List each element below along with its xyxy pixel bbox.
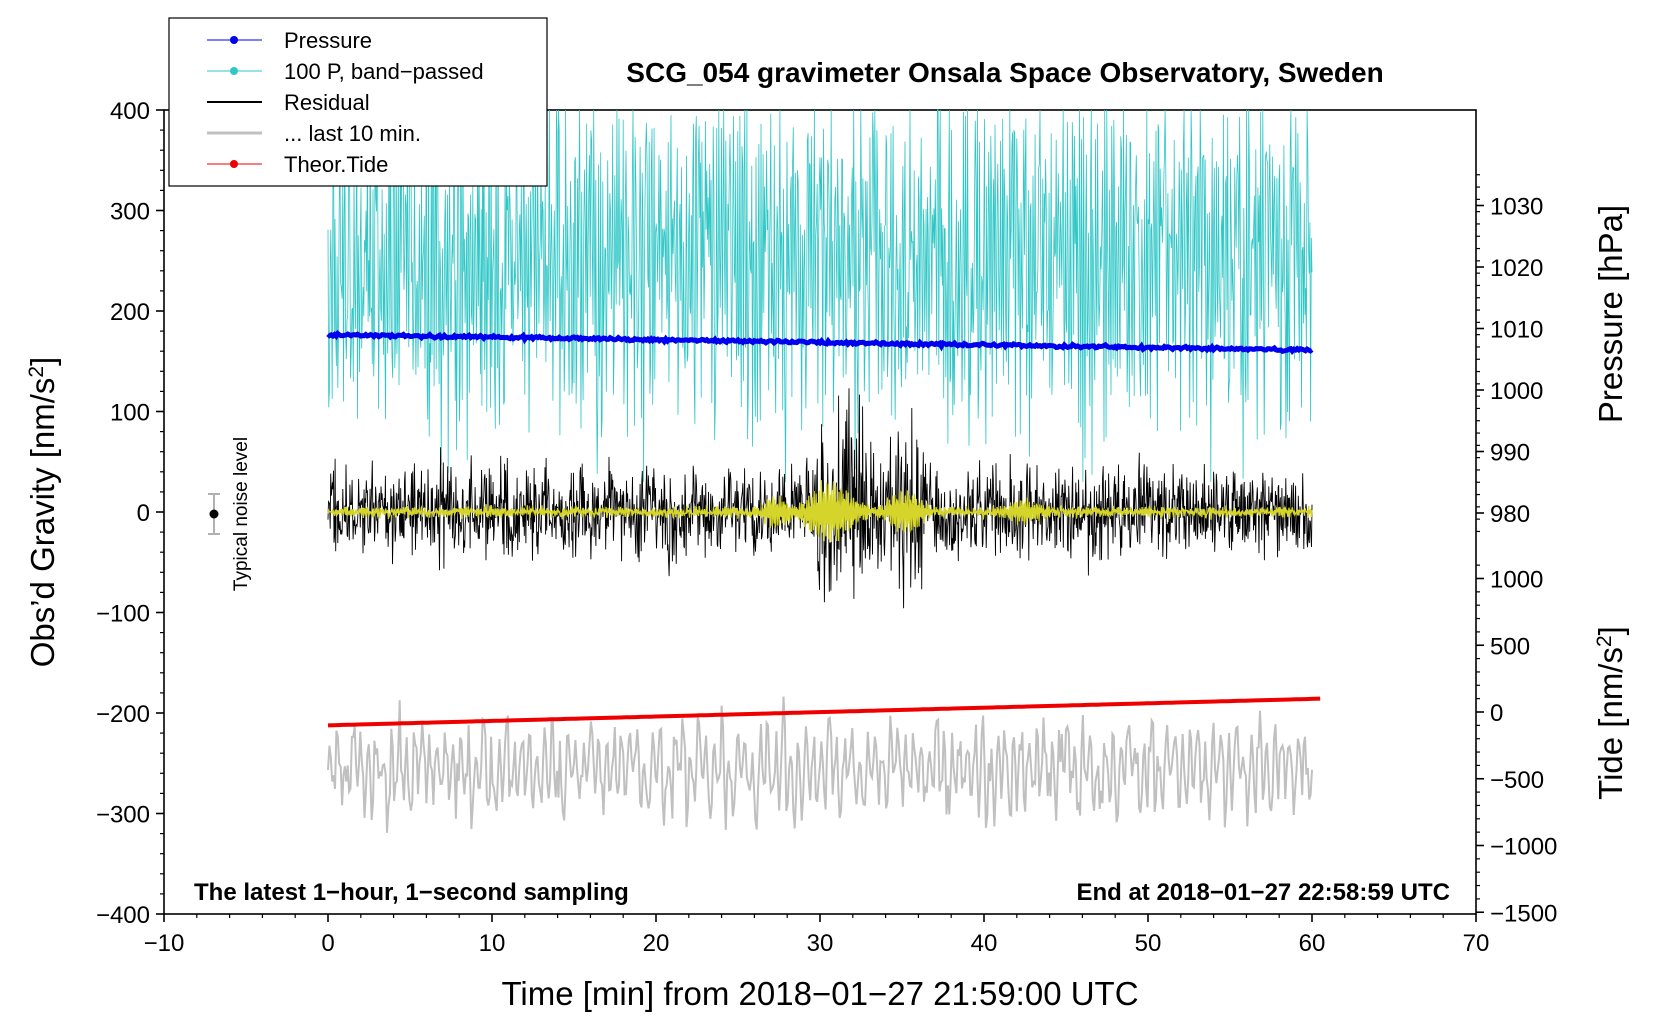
series-seismic [327,480,1313,542]
noise-dot [209,509,219,519]
y-axis-label-tide: Tide [nm/s2] [1592,626,1629,800]
legend-label-bandpassed: 100 P, band−passed [284,59,484,84]
series-theor-tide [327,696,1321,728]
legend-item-tide: Theor.Tide [207,152,388,177]
series-pressure [326,329,1314,355]
tide-tick-label: 500 [1490,633,1530,660]
legend: Pressure 100 P, band−passed Residual ...… [168,17,548,187]
y-tick-label: 300 [110,199,150,226]
x-tick-label: 60 [1299,930,1326,957]
legend-item-residual: Residual [207,90,370,115]
legend-label-pressure: Pressure [284,28,372,53]
series-last-10-min [327,696,1313,833]
x-tick-label: 0 [321,930,334,957]
tide-tick-label: 0 [1490,700,1503,727]
series-layer [326,109,1321,833]
pressure-tick-label: 1000 [1490,378,1543,405]
x-tick-label: 40 [971,930,998,957]
legend-label-tide: Theor.Tide [284,152,388,177]
pressure-tick-label: 980 [1490,501,1530,528]
y-tick-label: −100 [96,601,150,628]
noise-label: Typical noise level [231,437,252,591]
tide-tick-label: −500 [1490,767,1544,794]
pressure-tick-label: 1010 [1490,317,1543,344]
x-tick-label: 20 [643,930,670,957]
y-axis-label-left: Obs’d Gravity [nm/s2] [24,357,61,668]
end-time-note: End at 2018−01−27 22:58:59 UTC [1076,879,1450,906]
x-tick-label: 10 [479,930,506,957]
legend-marker-tide [230,160,238,168]
y-tick-label: −300 [96,802,150,829]
tide-tick-label: −1500 [1490,900,1557,927]
legend-label-last10: ... last 10 min. [284,121,421,146]
x-tick-label: 70 [1463,930,1490,957]
y-tick-label: −200 [96,701,150,728]
chart-title: SCG_054 gravimeter Onsala Space Observat… [626,57,1383,88]
pressure-tick-label: 1020 [1490,255,1543,282]
x-tick-label: −10 [144,930,185,957]
tick-layer: −10 0 10 20 30 40 50 60 704003002001000−100−200−… [96,98,1557,957]
y-tick-label: 0 [137,500,150,527]
x-axis-label: Time [min] from 2018−01−27 21:59:00 UTC [501,975,1138,1012]
legend-item-bandpassed: 100 P, band−passed [207,59,484,84]
y-tick-label: −400 [96,902,150,929]
pressure-tick-label: 990 [1490,440,1530,467]
y-tick-label: 400 [110,98,150,125]
x-tick-label: 30 [807,930,834,957]
legend-label-residual: Residual [284,90,370,115]
tide-tick-label: −1000 [1490,834,1557,861]
sampling-note: The latest 1−hour, 1−second sampling [194,879,629,906]
pressure-tick-label: 1030 [1490,194,1543,221]
series-residual [327,388,1313,609]
legend-marker-pressure [230,36,238,44]
y-tick-label: 100 [110,400,150,427]
x-tick-label: 50 [1135,930,1162,957]
legend-marker-bandpassed [230,67,238,75]
tide-tick-label: 1000 [1490,567,1543,594]
legend-item-last10: ... last 10 min. [207,121,421,146]
legend-item-pressure: Pressure [207,28,372,53]
y-axis-label-pressure: Pressure [hPa] [1592,205,1629,423]
noise-level-indicator: Typical noise level [208,437,252,591]
y-tick-label: 200 [110,299,150,326]
